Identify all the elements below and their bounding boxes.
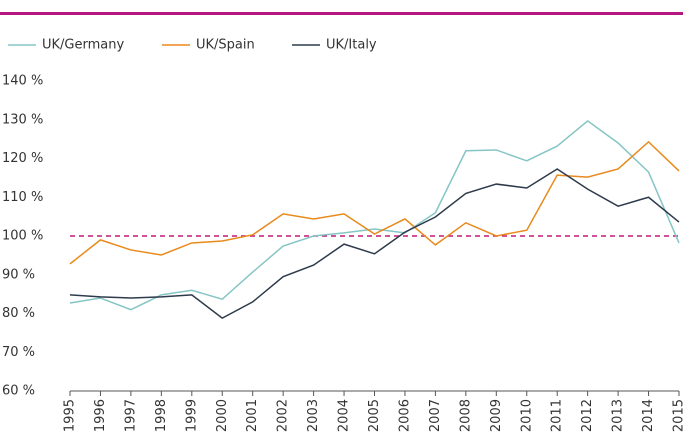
x-tick-label: 2007 xyxy=(428,399,443,432)
y-tick-label: 140 % xyxy=(2,74,43,89)
x-tick-label: 2002 xyxy=(276,399,291,432)
series-line xyxy=(69,168,680,320)
x-tick-label: 2009 xyxy=(489,399,504,432)
x-tick-label: 2003 xyxy=(306,399,321,432)
y-tick-label: 60 % xyxy=(2,384,35,399)
header-bar xyxy=(0,12,683,15)
x-tick-label: 2010 xyxy=(519,399,534,432)
legend-label: UK/Germany xyxy=(42,38,124,53)
y-tick-label: 90 % xyxy=(2,267,35,282)
x-tick-label: 2012 xyxy=(580,399,595,432)
y-tick-label: 70 % xyxy=(2,345,35,360)
x-tick-label: 2001 xyxy=(245,399,260,432)
x-tick-label: 2015 xyxy=(672,399,683,432)
legend-label: UK/Spain xyxy=(196,38,255,53)
y-tick-label: 110 % xyxy=(2,190,43,205)
x-tick-label: 2011 xyxy=(550,399,565,432)
x-tick-label: 2005 xyxy=(367,399,382,432)
x-tick-label: 1997 xyxy=(123,399,138,432)
series-line xyxy=(69,119,680,311)
x-tick-label: 2000 xyxy=(215,399,230,432)
x-tick-label: 1995 xyxy=(63,399,78,432)
x-tick-label: 2008 xyxy=(458,399,473,432)
x-tick-label: 2014 xyxy=(641,399,656,432)
x-tick-label: 1996 xyxy=(93,399,108,432)
series-line xyxy=(69,140,680,265)
x-tick-label: 2006 xyxy=(397,399,412,432)
y-tick-label: 130 % xyxy=(2,112,43,127)
y-tick-label: 100 % xyxy=(2,229,43,244)
x-tick-label: 1998 xyxy=(154,399,169,432)
x-tick-label: 1999 xyxy=(184,399,199,432)
x-tick-label: 2004 xyxy=(337,399,352,432)
x-tick-label: 2013 xyxy=(611,399,626,432)
y-tick-label: 80 % xyxy=(2,306,35,321)
y-tick-label: 120 % xyxy=(2,151,43,166)
legend-label: UK/Italy xyxy=(326,38,377,53)
